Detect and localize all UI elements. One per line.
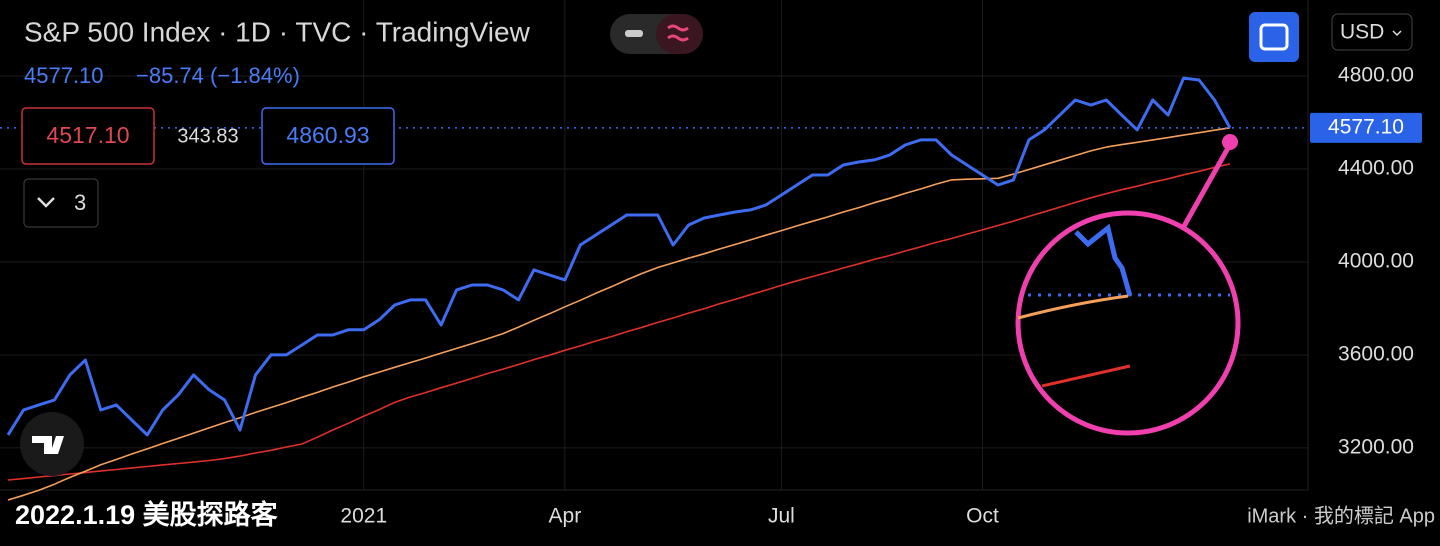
app-watermark: iMark · 我的標記 App bbox=[1247, 504, 1435, 527]
fullscreen-button[interactable] bbox=[1249, 12, 1299, 62]
y-tick-label: 4800.00 bbox=[1338, 64, 1414, 87]
sell-price: 4517.10 bbox=[46, 122, 129, 148]
magnifier bbox=[1015, 134, 1241, 436]
chevron bbox=[37, 197, 55, 208]
y-tick-label: 4400.00 bbox=[1338, 157, 1414, 180]
magnifier-pointer bbox=[1180, 146, 1231, 230]
line-series bbox=[6, 76, 1232, 437]
last-price: 4577.10 bbox=[24, 63, 104, 88]
chart-title: S&P 500 Index · 1D · TVC · TradingView bbox=[24, 16, 531, 47]
zoom-ma-50 bbox=[1017, 294, 1129, 320]
buy-button[interactable] bbox=[261, 107, 395, 165]
y-tick-label: 4000.00 bbox=[1338, 250, 1414, 273]
currency-select[interactable] bbox=[1331, 13, 1413, 51]
fullscreen-icon bbox=[1259, 23, 1289, 51]
plot bbox=[0, 0, 1308, 501]
spread: 343.83 bbox=[177, 125, 238, 147]
y-tick-label: 3200.00 bbox=[1338, 435, 1414, 458]
x-tick-label: Oct bbox=[966, 505, 999, 528]
toggle-icon bbox=[625, 30, 643, 37]
watermark: 2022.1.19 美股探路客 bbox=[15, 499, 279, 530]
last-price-tag bbox=[1310, 112, 1422, 143]
line-series bbox=[7, 127, 1231, 501]
chevron bbox=[1392, 30, 1402, 37]
x-tick-label: Jul bbox=[768, 505, 795, 528]
toggle-icon bbox=[667, 24, 689, 42]
indicators-toggle[interactable] bbox=[23, 178, 99, 228]
x-tick-label: Apr bbox=[549, 505, 582, 528]
indicator-count: 3 bbox=[74, 190, 86, 215]
line-series bbox=[7, 163, 1231, 481]
sell-button[interactable] bbox=[21, 107, 155, 165]
currency: USD bbox=[1340, 21, 1384, 44]
buy-price: 4860.93 bbox=[286, 122, 369, 148]
magnifier-circle bbox=[1015, 210, 1241, 436]
y-tick-label: 3600.00 bbox=[1338, 342, 1414, 365]
price-change: −85.74 (−1.84%) bbox=[136, 63, 300, 88]
x-tick-label: 2021 bbox=[340, 505, 387, 528]
toggle-active[interactable] bbox=[656, 14, 703, 54]
magnifier-dot bbox=[1222, 134, 1238, 150]
last-price-label: 4577.10 bbox=[1328, 115, 1404, 138]
logo-mark bbox=[32, 436, 64, 454]
zoom-ma-200 bbox=[1041, 364, 1131, 388]
zoom-price bbox=[1074, 223, 1133, 297]
